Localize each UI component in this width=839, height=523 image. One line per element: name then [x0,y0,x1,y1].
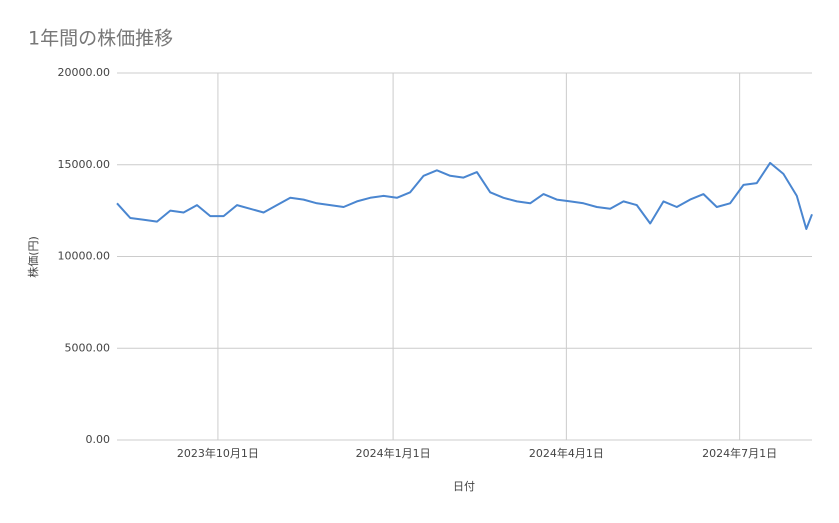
x-axis-label: 日付 [453,480,475,493]
x-tick-label: 2023年10月1日 [177,446,259,460]
y-axis-label: 株価(円) [26,236,40,278]
y-tick-label: 10000.00 [58,250,111,263]
y-tick-label: 0.00 [86,433,111,446]
x-tick-label: 2024年4月1日 [529,446,604,460]
x-tick-label: 2024年1月1日 [356,446,431,460]
x-tick-label: 2024年7月1日 [702,446,777,460]
line-series [116,161,813,230]
y-tick-label: 5000.00 [65,341,111,354]
y-tick-label: 15000.00 [58,158,111,171]
chart-title: 1年間の株価推移 [28,28,173,50]
y-tick-label: 20000.00 [58,66,111,79]
